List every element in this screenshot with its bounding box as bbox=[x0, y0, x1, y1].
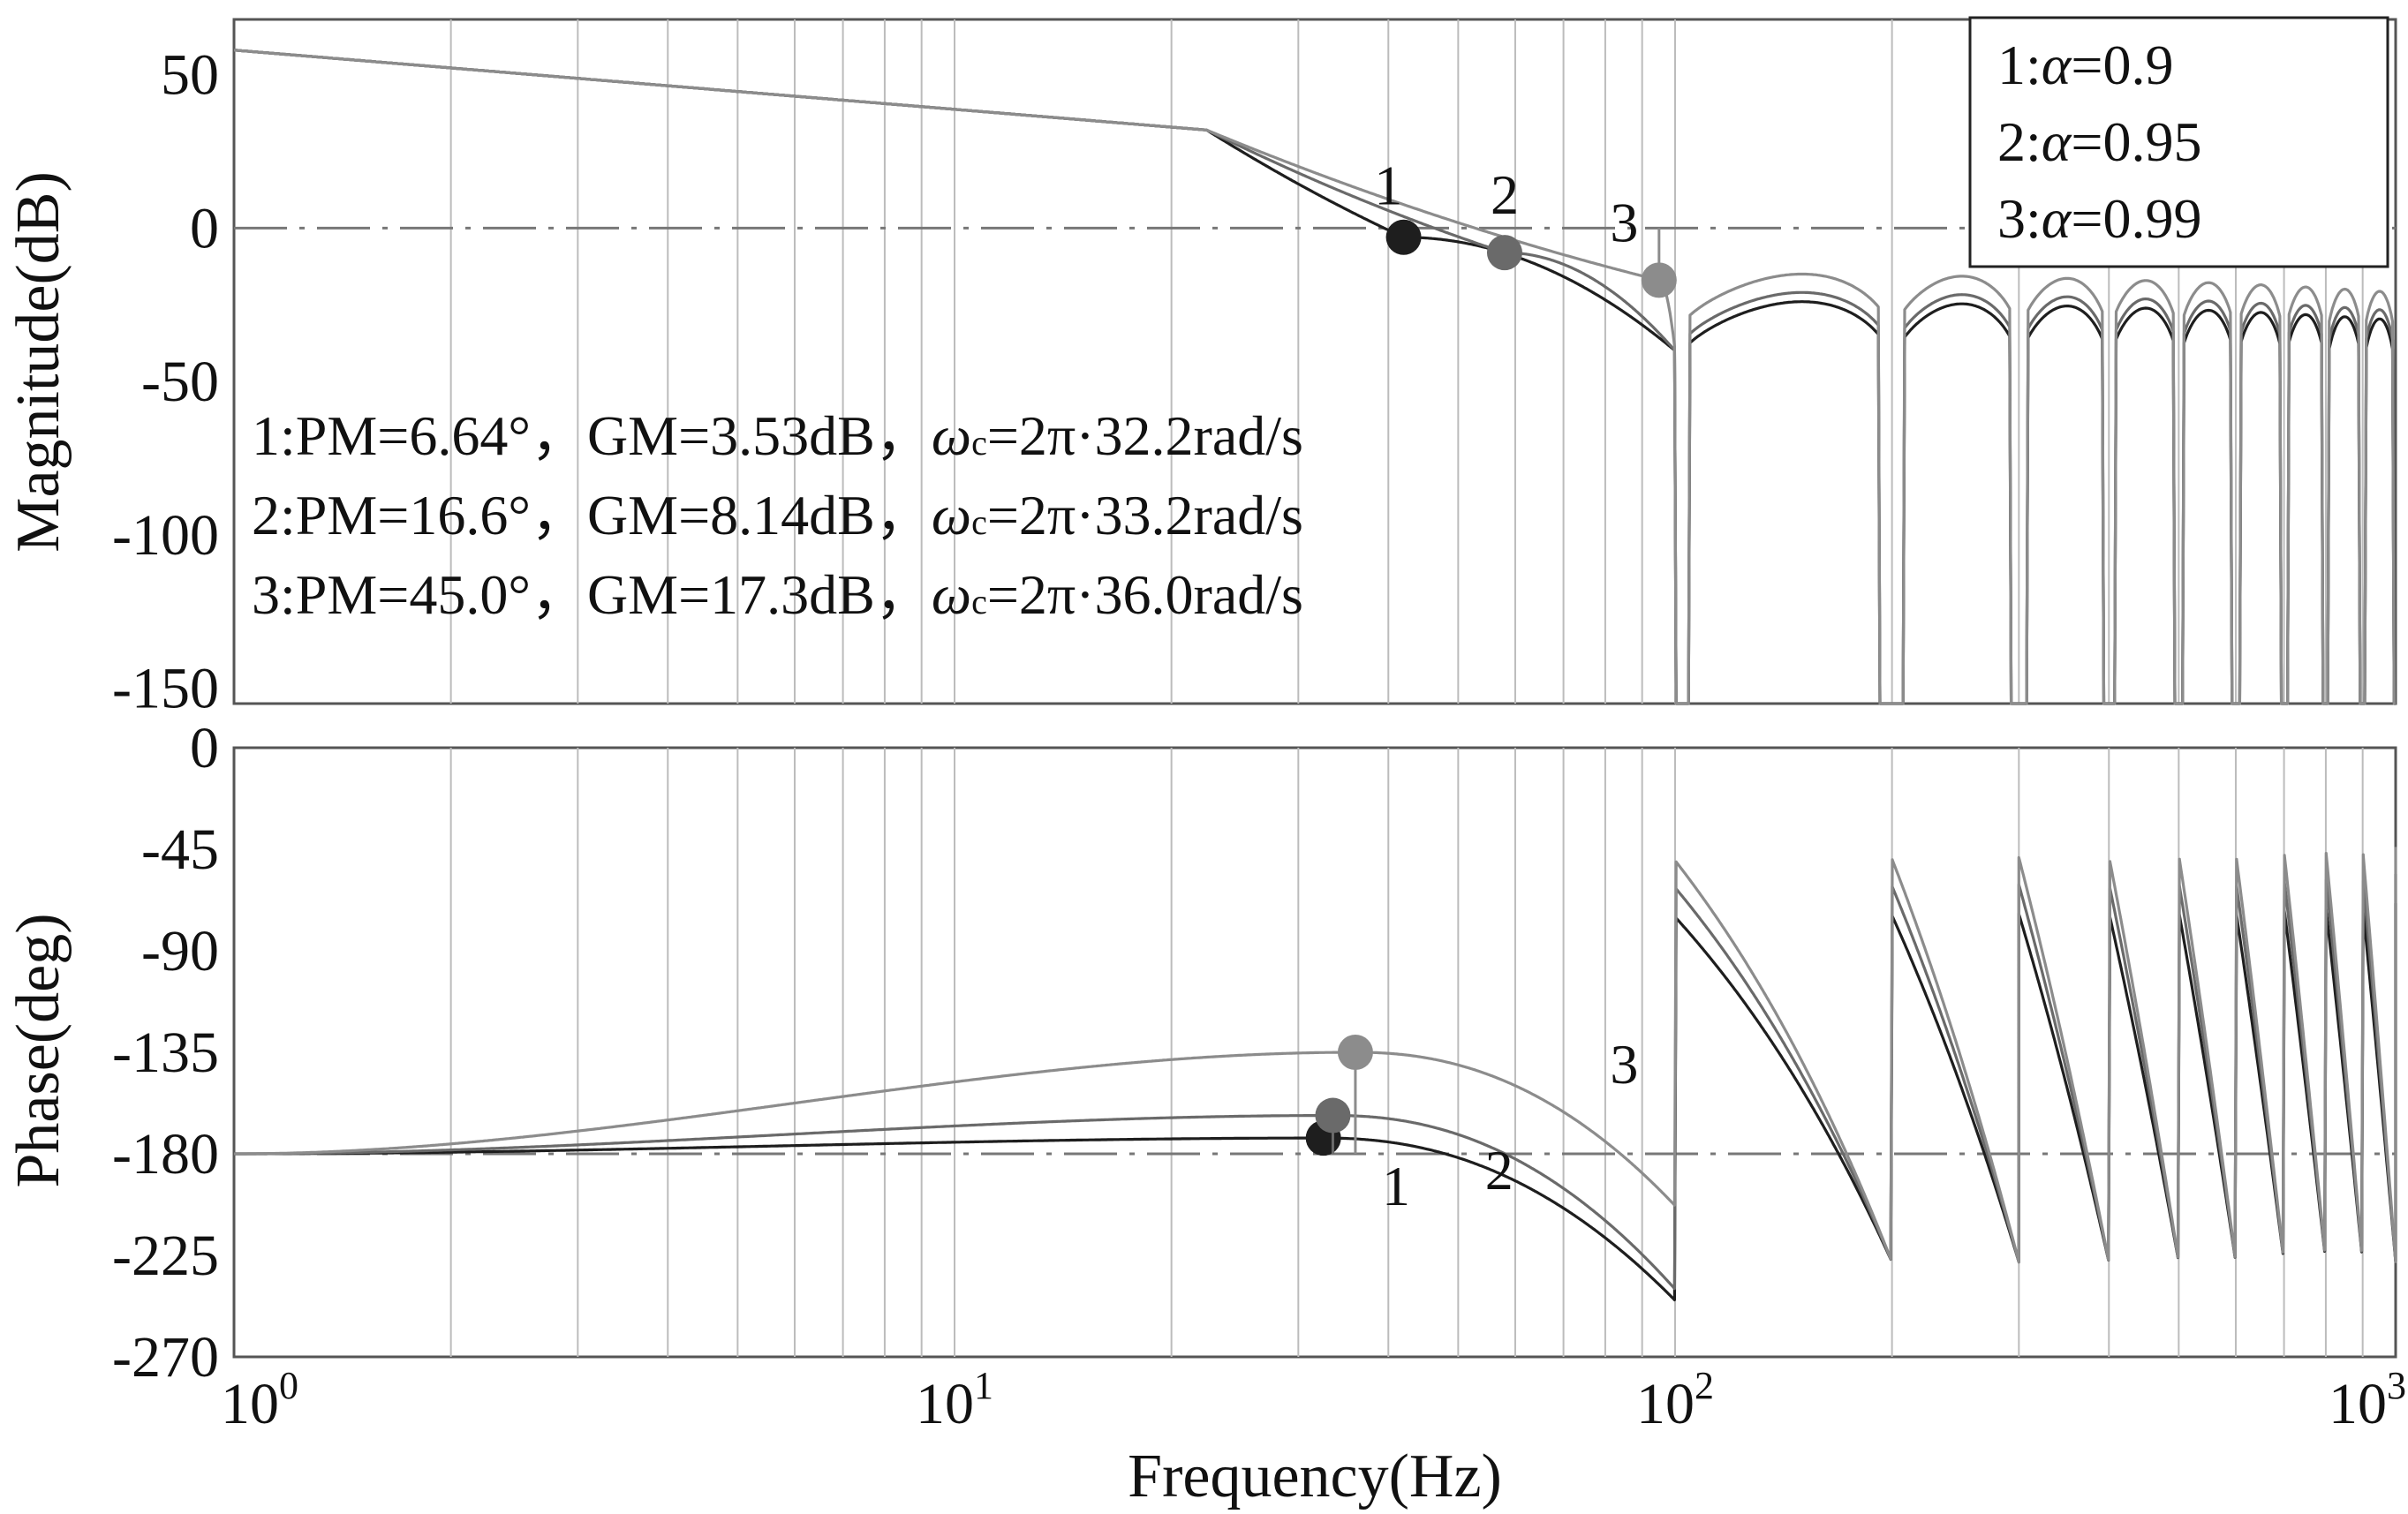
x-tick-base: 10 bbox=[1636, 1372, 1695, 1436]
magnitude-markers bbox=[1385, 219, 1677, 298]
annotation-2: 2:PM=16.6°，GM=8.14dB，ωc=2π·33.2rad/s bbox=[252, 484, 1303, 546]
magnitude-curve-3 bbox=[233, 49, 2396, 705]
legend-box bbox=[1968, 16, 2389, 268]
annotation-1-tail: =2π·32.2rad/s bbox=[987, 404, 1303, 467]
phase-curve-label-1: 1 bbox=[1382, 1155, 1410, 1217]
x-tick-base: 10 bbox=[221, 1372, 279, 1436]
annotation-3: 3:PM=45.0°，GM=17.3dB，ωc=2π·36.0rad/s bbox=[252, 563, 1303, 626]
legend: 1:α=0.9 2:α=0.95 3:α=0.99 bbox=[1968, 16, 2389, 268]
x-tick-label: 101 bbox=[916, 1364, 993, 1436]
legend-entry-3-symbol: α bbox=[2042, 187, 2072, 250]
legend-entry-1: 1:α=0.9 bbox=[1997, 34, 2173, 96]
phase-tick-label: 0 bbox=[190, 716, 219, 780]
annotation-2-omega: ω bbox=[932, 484, 971, 546]
magnitude-marker-2 bbox=[1486, 235, 1522, 271]
x-tick-base: 10 bbox=[2329, 1372, 2387, 1436]
magnitude-tick-label: 50 bbox=[161, 43, 219, 108]
x-axis-title: Frequency(Hz) bbox=[1128, 1442, 1502, 1510]
magnitude-y-ticks: 50 0 -50 -100 -150 bbox=[112, 43, 219, 721]
phase-curves bbox=[234, 847, 2397, 1302]
x-tick-labels: 100 101 102 103 bbox=[221, 1364, 2406, 1436]
annotation-1-omega: ω bbox=[932, 404, 971, 467]
annotation-3-omega: ω bbox=[932, 563, 971, 626]
x-tick-label: 100 bbox=[221, 1364, 298, 1436]
phase-tick-label: -180 bbox=[112, 1122, 219, 1186]
magnitude-tick-label: 0 bbox=[190, 196, 219, 260]
phase-curve-label-2: 2 bbox=[1485, 1139, 1513, 1201]
legend-entry-1-prefix: 1: bbox=[1997, 34, 2042, 96]
phase-curve-3 bbox=[234, 847, 2397, 1264]
phase-tick-label: -270 bbox=[112, 1325, 219, 1390]
legend-entry-2-suffix: =0.95 bbox=[2071, 110, 2201, 173]
x-tick-label: 103 bbox=[2329, 1364, 2406, 1436]
legend-entry-1-suffix: =0.9 bbox=[2071, 34, 2173, 96]
legend-entry-2-symbol: α bbox=[2042, 110, 2072, 173]
magnitude-curve-label-1: 1 bbox=[1374, 154, 1402, 217]
magnitude-tick-label: -100 bbox=[112, 503, 219, 568]
annotation-1-sub: c bbox=[971, 423, 987, 463]
legend-entry-2-prefix: 2: bbox=[1997, 110, 2042, 173]
margin-annotations: 1:PM=6.64°，GM=3.53dB，ωc=2π·32.2rad/s 2:P… bbox=[252, 404, 1303, 626]
phase-tick-label: -90 bbox=[141, 919, 219, 983]
annotation-2-lead: 2:PM=16.6°，GM=8.14dB， bbox=[252, 484, 932, 546]
legend-entry-3: 3:α=0.99 bbox=[1997, 187, 2201, 250]
x-tick-exponent: 3 bbox=[2387, 1364, 2406, 1407]
phase-curve-labels: 1 2 3 bbox=[1382, 1033, 1638, 1217]
x-tick-label: 102 bbox=[1636, 1364, 1714, 1436]
phase-y-ticks: 0 -45 -90 -135 -180 -225 -270 bbox=[112, 716, 219, 1390]
annotation-2-sub: c bbox=[971, 502, 987, 542]
x-tick-exponent: 2 bbox=[1695, 1364, 1714, 1407]
phase-plot: 0 -45 -90 -135 -180 -225 -270 1 2 3 Phase(deg) bbox=[4, 716, 2397, 1390]
phase-curve-1 bbox=[234, 903, 2397, 1302]
magnitude-tick-label: -50 bbox=[141, 350, 219, 414]
annotation-2-tail: =2π·33.2rad/s bbox=[987, 484, 1303, 546]
phase-markers bbox=[1305, 1035, 1373, 1156]
magnitude-marker-1 bbox=[1385, 219, 1422, 255]
phase-curve-label-3: 3 bbox=[1610, 1033, 1638, 1096]
phase-grid bbox=[449, 748, 2364, 1357]
magnitude-curves bbox=[233, 49, 2396, 705]
magnitude-axis-title: Magnitude(dB) bbox=[4, 171, 72, 553]
phase-tick-label: -225 bbox=[112, 1224, 219, 1288]
annotation-3-lead: 3:PM=45.0°，GM=17.3dB， bbox=[252, 563, 932, 626]
legend-entry-3-prefix: 3: bbox=[1997, 187, 2042, 250]
magnitude-curve-label-2: 2 bbox=[1491, 163, 1519, 226]
annotation-3-tail: =2π·36.0rad/s bbox=[987, 563, 1303, 626]
magnitude-tick-label: -150 bbox=[112, 657, 219, 721]
phase-marker-3 bbox=[1337, 1035, 1373, 1070]
magnitude-frame bbox=[232, 18, 2397, 705]
phase-marker-2 bbox=[1315, 1097, 1351, 1134]
x-tick-base: 10 bbox=[916, 1372, 974, 1436]
phase-tick-label: -135 bbox=[112, 1021, 219, 1085]
magnitude-curve-labels: 1 2 3 bbox=[1374, 154, 1638, 254]
legend-entry-3-suffix: =0.99 bbox=[2071, 187, 2201, 250]
x-tick-exponent: 0 bbox=[279, 1364, 298, 1407]
magnitude-plot: 50 0 -50 -100 -150 1 2 3 Magnitude(dB) 1:PM=6.… bbox=[4, 16, 2397, 721]
legend-entry-1-symbol: α bbox=[2042, 34, 2072, 96]
magnitude-curve-label-3: 3 bbox=[1610, 191, 1638, 253]
legend-entry-2: 2:α=0.95 bbox=[1997, 110, 2201, 173]
annotation-3-sub: c bbox=[971, 582, 987, 621]
annotation-1-lead: 1:PM=6.64°，GM=3.53dB， bbox=[252, 404, 932, 467]
x-tick-exponent: 1 bbox=[974, 1364, 993, 1407]
annotation-1: 1:PM=6.64°，GM=3.53dB，ωc=2π·32.2rad/s bbox=[252, 404, 1303, 467]
phase-tick-label: -45 bbox=[141, 817, 219, 882]
phase-axis-title: Phase(deg) bbox=[4, 913, 72, 1187]
